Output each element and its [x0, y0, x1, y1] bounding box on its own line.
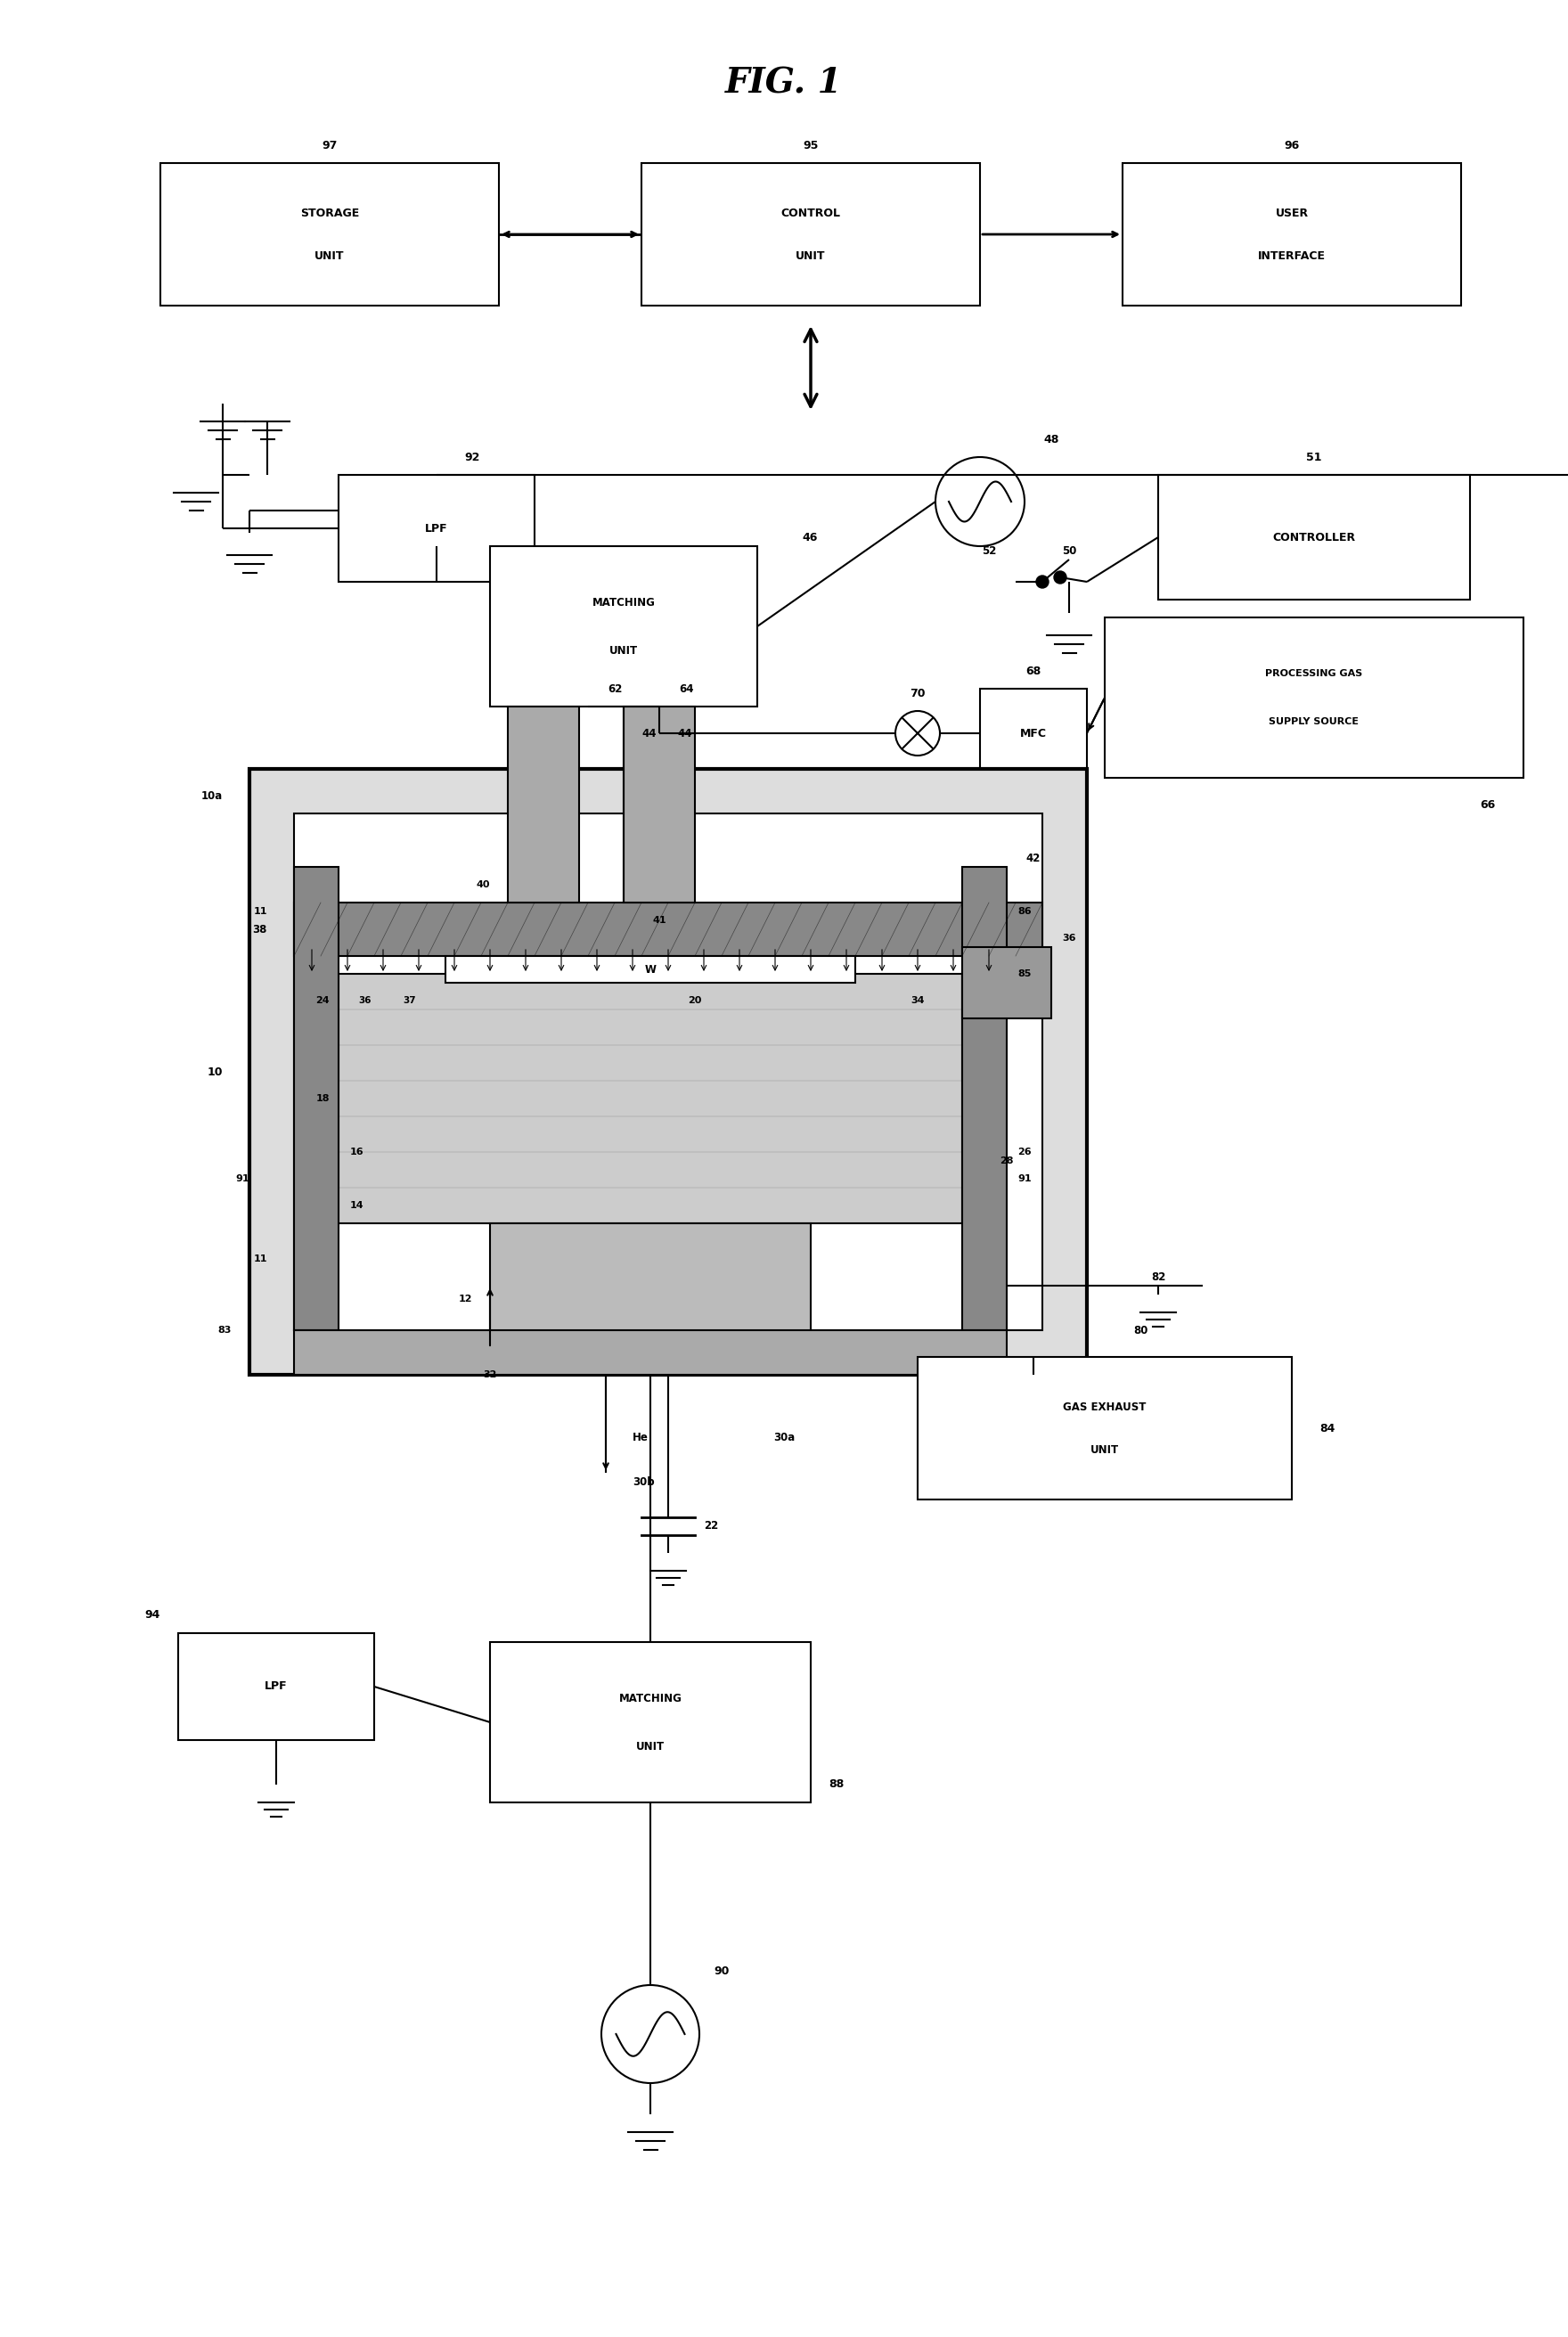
- Text: 66: 66: [1480, 799, 1496, 811]
- FancyBboxPatch shape: [339, 474, 535, 582]
- Text: PROCESSING GAS: PROCESSING GAS: [1265, 668, 1363, 678]
- Text: 36: 36: [1062, 935, 1076, 942]
- Text: 50: 50: [1062, 545, 1076, 556]
- Text: 37: 37: [403, 996, 417, 1005]
- Text: 28: 28: [1000, 1157, 1013, 1166]
- FancyBboxPatch shape: [339, 975, 963, 1222]
- FancyBboxPatch shape: [491, 1643, 811, 1802]
- Text: W: W: [644, 963, 655, 975]
- Text: 62: 62: [607, 682, 622, 694]
- Text: 30b: 30b: [632, 1477, 654, 1486]
- Text: STORAGE: STORAGE: [299, 208, 359, 220]
- Text: 97: 97: [321, 140, 337, 152]
- Text: UNIT: UNIT: [610, 645, 638, 657]
- Text: 22: 22: [704, 1521, 718, 1533]
- Text: He: He: [632, 1430, 649, 1442]
- FancyBboxPatch shape: [980, 689, 1087, 778]
- Text: 41: 41: [652, 916, 666, 925]
- FancyBboxPatch shape: [249, 769, 1087, 1374]
- FancyBboxPatch shape: [445, 956, 855, 984]
- Text: 32: 32: [483, 1369, 497, 1379]
- Text: 68: 68: [1025, 666, 1041, 678]
- Circle shape: [1054, 570, 1066, 584]
- Text: 14: 14: [350, 1201, 364, 1211]
- Text: 52: 52: [982, 545, 996, 556]
- Text: 92: 92: [464, 451, 480, 463]
- FancyBboxPatch shape: [641, 164, 980, 306]
- FancyBboxPatch shape: [160, 164, 499, 306]
- FancyBboxPatch shape: [295, 813, 1043, 1330]
- FancyBboxPatch shape: [963, 946, 1051, 1019]
- Text: UNIT: UNIT: [797, 250, 826, 262]
- Text: 48: 48: [1044, 432, 1058, 444]
- Text: MATCHING: MATCHING: [619, 1692, 682, 1704]
- Text: INTERFACE: INTERFACE: [1258, 250, 1325, 262]
- Text: MFC: MFC: [1021, 727, 1047, 738]
- Text: 91: 91: [1018, 1173, 1032, 1183]
- Text: 85: 85: [1018, 970, 1032, 979]
- Text: 64: 64: [679, 682, 693, 694]
- FancyBboxPatch shape: [624, 706, 695, 902]
- FancyBboxPatch shape: [491, 1222, 811, 1374]
- Text: 88: 88: [828, 1778, 844, 1790]
- Text: 84: 84: [1320, 1423, 1336, 1435]
- Text: 18: 18: [315, 1094, 329, 1103]
- FancyBboxPatch shape: [295, 1330, 1007, 1374]
- Text: 10: 10: [207, 1066, 223, 1077]
- FancyBboxPatch shape: [295, 902, 1043, 956]
- Text: 26: 26: [1018, 1147, 1032, 1157]
- Text: 83: 83: [218, 1325, 232, 1334]
- Text: CONTROLLER: CONTROLLER: [1273, 530, 1356, 542]
- Text: 34: 34: [911, 996, 925, 1005]
- FancyBboxPatch shape: [491, 547, 757, 706]
- FancyBboxPatch shape: [963, 867, 1007, 1330]
- Text: 90: 90: [713, 1965, 729, 1977]
- Text: 86: 86: [1018, 907, 1032, 916]
- Text: 44: 44: [641, 727, 655, 738]
- Text: 24: 24: [315, 996, 329, 1005]
- Text: 94: 94: [144, 1610, 160, 1622]
- Text: UNIT: UNIT: [315, 250, 345, 262]
- Text: 51: 51: [1306, 451, 1322, 463]
- Text: UNIT: UNIT: [637, 1741, 665, 1753]
- Text: 42: 42: [1025, 853, 1041, 865]
- Text: 46: 46: [801, 530, 817, 542]
- Text: 16: 16: [350, 1147, 364, 1157]
- Text: 82: 82: [1151, 1271, 1165, 1283]
- Text: SUPPLY SOURCE: SUPPLY SOURCE: [1269, 717, 1359, 727]
- Text: 70: 70: [909, 687, 925, 699]
- FancyBboxPatch shape: [917, 1358, 1292, 1500]
- Text: FIG. 1: FIG. 1: [726, 65, 842, 100]
- Text: 30a: 30a: [773, 1430, 795, 1442]
- Text: 91: 91: [235, 1173, 249, 1183]
- Text: 12: 12: [458, 1295, 472, 1304]
- Text: 96: 96: [1284, 140, 1300, 152]
- Text: 11: 11: [254, 1255, 267, 1264]
- FancyBboxPatch shape: [1123, 164, 1461, 306]
- Text: USER: USER: [1275, 208, 1308, 220]
- Text: 36: 36: [359, 996, 372, 1005]
- Text: 10a: 10a: [201, 790, 223, 802]
- FancyBboxPatch shape: [179, 1634, 375, 1741]
- Text: CONTROL: CONTROL: [781, 208, 840, 220]
- Text: LPF: LPF: [425, 523, 448, 535]
- Text: 20: 20: [688, 996, 702, 1005]
- FancyBboxPatch shape: [295, 867, 339, 1330]
- FancyBboxPatch shape: [1105, 617, 1524, 778]
- FancyBboxPatch shape: [508, 706, 579, 902]
- Text: MATCHING: MATCHING: [593, 596, 655, 608]
- Circle shape: [1036, 575, 1049, 589]
- Text: 44: 44: [677, 727, 691, 738]
- FancyBboxPatch shape: [1159, 474, 1471, 601]
- Text: 38: 38: [252, 923, 267, 935]
- Text: 40: 40: [477, 881, 491, 888]
- Text: LPF: LPF: [265, 1680, 287, 1692]
- Text: 80: 80: [1134, 1325, 1148, 1337]
- Text: 11: 11: [254, 907, 267, 916]
- Text: 95: 95: [803, 140, 818, 152]
- Text: GAS EXHAUST: GAS EXHAUST: [1063, 1402, 1146, 1412]
- Text: UNIT: UNIT: [1090, 1444, 1120, 1456]
